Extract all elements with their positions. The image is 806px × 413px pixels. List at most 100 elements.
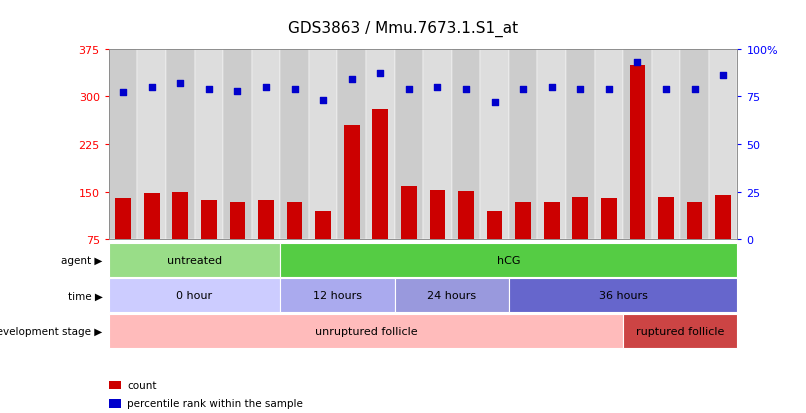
Text: GSM563236: GSM563236: [604, 242, 613, 292]
Bar: [487, 211, 502, 287]
Text: GSM563235: GSM563235: [575, 242, 585, 292]
Text: GSM563231: GSM563231: [462, 242, 471, 292]
Text: GSM563240: GSM563240: [719, 242, 728, 292]
Text: GSM563225: GSM563225: [290, 242, 299, 292]
Text: GSM563229: GSM563229: [405, 242, 413, 292]
Text: GSM563223: GSM563223: [233, 242, 242, 292]
Bar: [258, 201, 274, 287]
Point: [345, 77, 358, 83]
Text: development stage ▶: development stage ▶: [0, 326, 102, 336]
Bar: [166, 50, 194, 240]
Text: GSM563221: GSM563221: [176, 242, 185, 292]
Point: [488, 100, 501, 106]
Bar: [109, 50, 137, 240]
Text: GSM563233: GSM563233: [519, 242, 528, 292]
Bar: [623, 50, 652, 240]
Text: GSM563230: GSM563230: [433, 242, 442, 292]
Text: 24 hours: 24 hours: [427, 291, 476, 301]
Bar: [480, 50, 509, 240]
Point: [202, 86, 215, 93]
Text: 12 hours: 12 hours: [313, 291, 362, 301]
Bar: [344, 126, 359, 287]
Point: [517, 86, 530, 93]
Bar: [652, 50, 680, 240]
Point: [602, 86, 615, 93]
Bar: [309, 50, 338, 240]
Text: GSM563228: GSM563228: [376, 242, 384, 292]
Bar: [595, 50, 623, 240]
Bar: [572, 197, 588, 287]
Text: untreated: untreated: [167, 256, 222, 266]
Bar: [401, 187, 417, 287]
Point: [317, 97, 330, 104]
Bar: [109, 314, 623, 348]
Text: time ▶: time ▶: [68, 291, 102, 301]
Text: GSM563222: GSM563222: [205, 242, 214, 292]
Text: GSM563219: GSM563219: [118, 242, 127, 292]
Text: GSM563232: GSM563232: [490, 242, 499, 292]
Bar: [315, 211, 331, 287]
Point: [174, 81, 187, 87]
Text: 36 hours: 36 hours: [599, 291, 648, 301]
Text: GSM563237: GSM563237: [633, 242, 642, 292]
Text: GDS3863 / Mmu.7673.1.S1_at: GDS3863 / Mmu.7673.1.S1_at: [288, 21, 518, 37]
Bar: [372, 110, 388, 287]
Bar: [659, 197, 674, 287]
Text: agent ▶: agent ▶: [61, 256, 102, 266]
Text: unruptured follicle: unruptured follicle: [314, 326, 418, 336]
Bar: [623, 314, 737, 348]
Point: [260, 84, 272, 91]
Bar: [430, 191, 445, 287]
Point: [717, 73, 729, 79]
Text: GSM563234: GSM563234: [547, 242, 556, 292]
Bar: [687, 203, 703, 287]
Point: [431, 84, 444, 91]
Text: ruptured follicle: ruptured follicle: [636, 326, 725, 336]
Bar: [280, 279, 395, 313]
Bar: [201, 201, 217, 287]
Text: GSM563226: GSM563226: [318, 242, 327, 292]
Text: count: count: [127, 380, 157, 390]
Bar: [287, 203, 302, 287]
Text: GSM563220: GSM563220: [147, 242, 156, 292]
Text: 0 hour: 0 hour: [177, 291, 213, 301]
Bar: [566, 50, 595, 240]
Bar: [509, 279, 737, 313]
Text: hCG: hCG: [497, 256, 521, 266]
Text: GSM563239: GSM563239: [690, 242, 699, 292]
Point: [546, 84, 559, 91]
Bar: [251, 50, 280, 240]
Text: GSM563238: GSM563238: [662, 242, 671, 292]
Point: [659, 86, 672, 93]
Point: [688, 86, 701, 93]
Bar: [629, 65, 646, 287]
Bar: [137, 50, 166, 240]
Bar: [280, 50, 309, 240]
Bar: [509, 50, 538, 240]
Point: [288, 86, 301, 93]
Point: [231, 88, 244, 95]
Bar: [115, 198, 131, 287]
Bar: [280, 244, 737, 278]
Point: [402, 86, 415, 93]
Bar: [395, 279, 509, 313]
Point: [574, 86, 587, 93]
Bar: [601, 198, 617, 287]
Bar: [538, 50, 566, 240]
Text: GSM563224: GSM563224: [261, 242, 271, 292]
Bar: [143, 194, 160, 287]
Bar: [709, 50, 737, 240]
Bar: [366, 50, 395, 240]
Bar: [680, 50, 709, 240]
Bar: [109, 244, 280, 278]
Point: [631, 59, 644, 66]
Bar: [544, 203, 559, 287]
Bar: [338, 50, 366, 240]
Bar: [458, 191, 474, 287]
Bar: [716, 195, 731, 287]
Bar: [223, 50, 251, 240]
Bar: [515, 203, 531, 287]
Bar: [423, 50, 451, 240]
Text: GSM563227: GSM563227: [347, 242, 356, 292]
Point: [117, 90, 130, 97]
